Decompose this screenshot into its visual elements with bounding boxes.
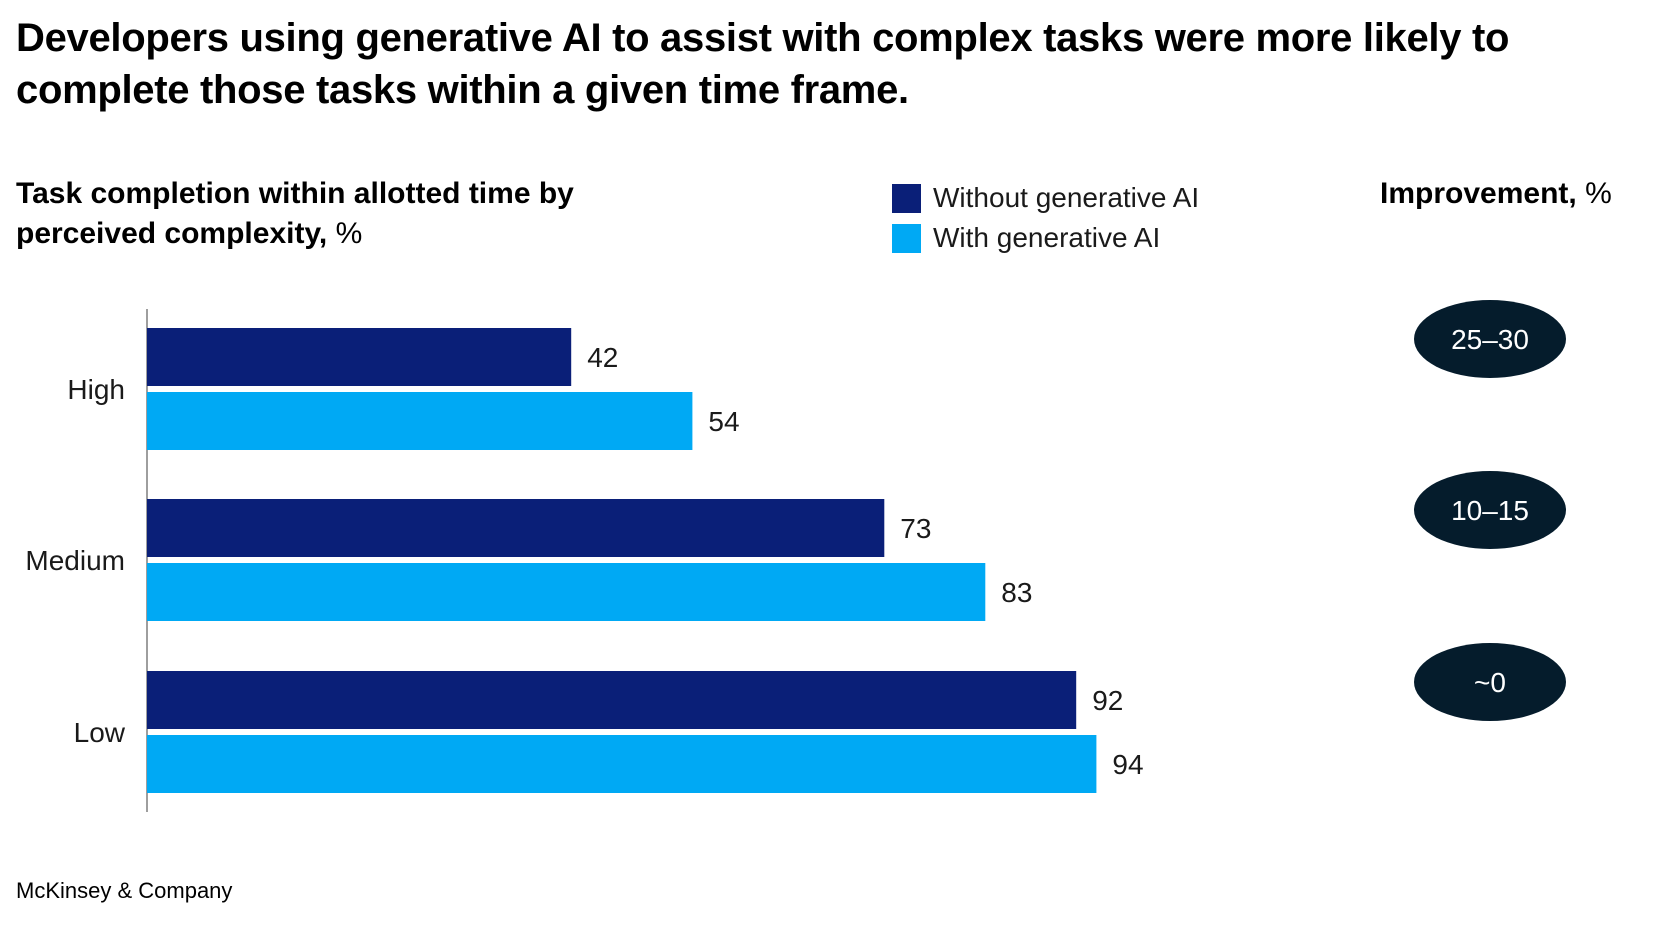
legend-label-with-ai: With generative AI <box>933 222 1161 253</box>
improvement-title-unit: % <box>1585 177 1612 210</box>
bar-medium-with-ai <box>147 563 986 621</box>
improvement-value-high: 25–30 <box>1451 324 1529 355</box>
improvement-value-low: ~0 <box>1474 667 1506 698</box>
improvement-pill-medium <box>1414 471 1566 549</box>
category-label-low: Low <box>74 717 126 748</box>
chart-subtitle-text: Task completion within allotted time by … <box>16 177 574 250</box>
category-label-medium: Medium <box>25 545 125 576</box>
bar-low-without-ai <box>147 671 1077 729</box>
data-label-high-without-ai: 42 <box>587 342 618 373</box>
bar-low-with-ai <box>147 735 1097 793</box>
data-label-high-with-ai: 54 <box>708 406 739 437</box>
legend: Without generative AI With generative AI <box>892 178 1199 258</box>
legend-item-with-ai: With generative AI <box>892 218 1199 258</box>
legend-swatch-with-ai <box>892 223 921 253</box>
bar-high-with-ai <box>147 392 693 450</box>
improvement-pill-high <box>1414 300 1566 378</box>
bar-high-without-ai <box>147 328 572 386</box>
category-label-high: High <box>67 374 125 405</box>
data-label-low-with-ai: 94 <box>1112 749 1143 780</box>
data-label-low-without-ai: 92 <box>1092 685 1123 716</box>
headline: Developers using generative AI to assist… <box>16 16 1510 112</box>
footer-brand: McKinsey & Company <box>16 878 233 903</box>
legend-swatch-without-ai <box>892 183 921 213</box>
legend-item-without-ai: Without generative AI <box>892 178 1199 218</box>
chart-subtitle: Task completion within allotted time by … <box>16 174 676 254</box>
improvement-pill-low <box>1414 643 1566 721</box>
improvement-title: Improvement, % <box>1380 174 1612 214</box>
improvement-title-text: Improvement, <box>1380 177 1577 210</box>
legend-label-without-ai: Without generative AI <box>933 182 1200 213</box>
data-label-medium-with-ai: 83 <box>1001 577 1032 608</box>
bar-medium-without-ai <box>147 499 885 557</box>
improvement-value-medium: 10–15 <box>1451 495 1529 526</box>
chart-subtitle-unit: % <box>335 217 363 250</box>
data-label-medium-without-ai: 73 <box>900 513 931 544</box>
